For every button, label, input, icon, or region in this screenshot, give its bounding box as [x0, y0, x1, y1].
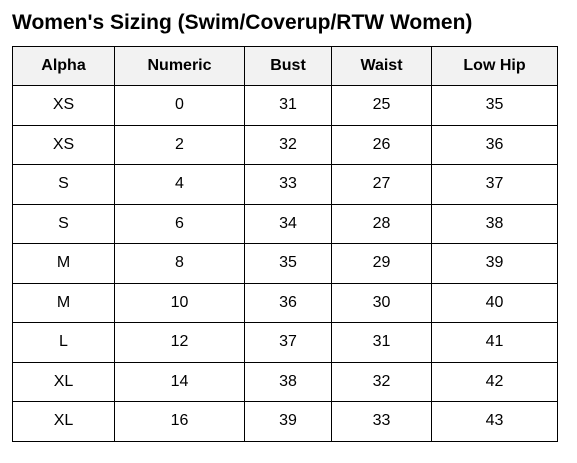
cell-low-hip: 42	[431, 361, 558, 402]
cell-bust: 31	[244, 85, 332, 126]
table-row: XL 14 38 32 42	[12, 361, 558, 402]
cell-alpha: M	[12, 243, 115, 284]
cell-waist: 27	[331, 164, 432, 205]
cell-alpha: XL	[12, 361, 115, 402]
cell-numeric: 14	[114, 361, 245, 402]
cell-low-hip: 40	[431, 282, 558, 323]
header-low-hip: Low Hip	[431, 46, 558, 86]
header-numeric: Numeric	[114, 46, 245, 86]
table-row: M 10 36 30 40	[12, 282, 558, 323]
cell-numeric: 8	[114, 243, 245, 284]
sizing-table: Alpha Numeric Bust Waist Low Hip XS 0 31…	[12, 46, 558, 442]
cell-bust: 32	[244, 124, 332, 165]
cell-alpha: S	[12, 203, 115, 244]
cell-alpha: L	[12, 322, 115, 363]
cell-numeric: 2	[114, 124, 245, 165]
table-row: XS 0 31 25 35	[12, 85, 558, 126]
cell-numeric: 0	[114, 85, 245, 126]
cell-numeric: 16	[114, 401, 245, 442]
cell-low-hip: 38	[431, 203, 558, 244]
table-header-row: Alpha Numeric Bust Waist Low Hip	[12, 46, 558, 86]
cell-bust: 39	[244, 401, 332, 442]
cell-bust: 38	[244, 361, 332, 402]
header-waist: Waist	[331, 46, 432, 86]
cell-low-hip: 39	[431, 243, 558, 284]
table-row: S 4 33 27 37	[12, 164, 558, 205]
cell-waist: 28	[331, 203, 432, 244]
cell-bust: 36	[244, 282, 332, 323]
cell-bust: 34	[244, 203, 332, 244]
cell-bust: 35	[244, 243, 332, 284]
table-row: M 8 35 29 39	[12, 243, 558, 284]
table-row: S 6 34 28 38	[12, 203, 558, 244]
table-row: XL 16 39 33 43	[12, 401, 558, 442]
cell-alpha: M	[12, 282, 115, 323]
cell-numeric: 12	[114, 322, 245, 363]
header-alpha: Alpha	[12, 46, 115, 86]
cell-alpha: XS	[12, 124, 115, 165]
cell-low-hip: 41	[431, 322, 558, 363]
cell-waist: 32	[331, 361, 432, 402]
header-bust: Bust	[244, 46, 332, 86]
cell-low-hip: 37	[431, 164, 558, 205]
cell-low-hip: 35	[431, 85, 558, 126]
cell-numeric: 10	[114, 282, 245, 323]
cell-numeric: 6	[114, 203, 245, 244]
cell-bust: 37	[244, 322, 332, 363]
cell-waist: 29	[331, 243, 432, 284]
cell-waist: 26	[331, 124, 432, 165]
table-row: XS 2 32 26 36	[12, 124, 558, 165]
cell-waist: 33	[331, 401, 432, 442]
cell-waist: 25	[331, 85, 432, 126]
cell-bust: 33	[244, 164, 332, 205]
cell-waist: 30	[331, 282, 432, 323]
cell-alpha: S	[12, 164, 115, 205]
cell-low-hip: 36	[431, 124, 558, 165]
cell-alpha: XS	[12, 85, 115, 126]
cell-numeric: 4	[114, 164, 245, 205]
page-title: Women's Sizing (Swim/Coverup/RTW Women)	[12, 11, 473, 34]
cell-alpha: XL	[12, 401, 115, 442]
table-row: L 12 37 31 41	[12, 322, 558, 363]
cell-low-hip: 43	[431, 401, 558, 442]
cell-waist: 31	[331, 322, 432, 363]
